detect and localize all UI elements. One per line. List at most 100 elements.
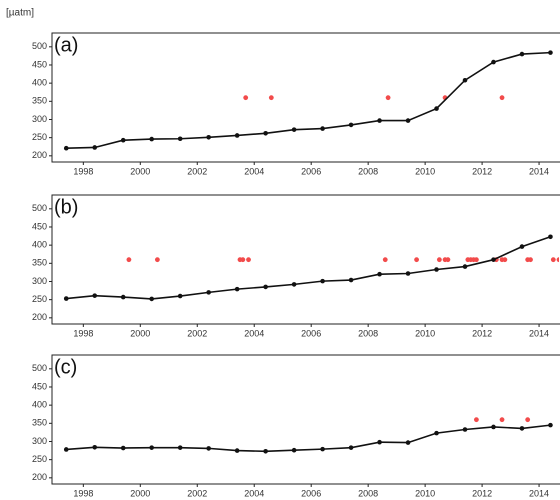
data-point <box>92 145 98 150</box>
data-point <box>120 294 126 300</box>
data-point <box>149 136 154 142</box>
x-tick-label: 2014 <box>529 166 549 176</box>
scatter-point <box>385 95 391 101</box>
x-tick-label: 2004 <box>244 328 264 338</box>
data-point <box>206 446 211 451</box>
y-tick-label: 200 <box>32 472 47 482</box>
x-tick-label: 2012 <box>472 166 492 176</box>
data-point <box>405 440 411 445</box>
scatter-point <box>473 257 479 263</box>
data-line <box>66 236 551 300</box>
scatter-point <box>445 257 451 263</box>
x-tick-label: 2006 <box>301 166 321 176</box>
data-point <box>177 136 183 142</box>
data-point <box>377 439 382 445</box>
x-tick-label: 2008 <box>358 166 378 176</box>
plot-area <box>63 417 553 454</box>
y-tick-label: 500 <box>32 203 47 213</box>
data-point <box>519 426 525 431</box>
data-point <box>177 293 183 299</box>
y-tick-label: 400 <box>32 240 47 250</box>
data-point <box>149 296 154 302</box>
x-tick-label: 2010 <box>415 488 435 498</box>
data-point <box>519 244 525 249</box>
scatter-point <box>268 95 274 101</box>
data-point <box>320 278 325 284</box>
x-tick-label: 2008 <box>358 488 378 498</box>
y-tick-label: 350 <box>32 96 47 106</box>
data-point <box>234 133 240 138</box>
scatter-point <box>126 257 132 263</box>
panel: [µatm] (a) 200 250 300 350 400 450 500 1998 2000 20… <box>6 8 560 176</box>
data-line <box>66 51 551 149</box>
scatter-point <box>382 257 388 263</box>
x-tick-label: 2004 <box>244 488 264 498</box>
data-point <box>234 286 240 292</box>
plot-frame <box>51 32 560 163</box>
data-point <box>405 271 411 276</box>
data-point <box>491 59 496 65</box>
data-point <box>548 234 553 240</box>
data-point <box>291 447 297 453</box>
y-tick-label: 500 <box>32 41 47 51</box>
y-tick-label: 500 <box>32 363 47 373</box>
x-tick-label: 2000 <box>130 488 150 498</box>
y-tick-label: 300 <box>32 436 47 446</box>
y-tick-label: 450 <box>32 221 47 231</box>
data-point <box>263 448 268 454</box>
y-tick-label: 400 <box>32 78 47 88</box>
data-point <box>348 277 354 283</box>
scatter-point <box>243 95 249 101</box>
scatter-point <box>528 257 533 263</box>
data-point <box>405 118 411 123</box>
data-point <box>234 448 240 453</box>
data-point <box>348 445 354 450</box>
data-point <box>92 444 98 450</box>
plot-area <box>63 234 559 302</box>
data-point <box>149 445 154 450</box>
data-point <box>491 424 496 430</box>
data-point <box>548 50 553 55</box>
x-tick-label: 2010 <box>415 328 435 338</box>
scatter-point <box>499 95 505 101</box>
x-tick-label: 2012 <box>472 328 492 338</box>
scatter-point <box>499 417 505 423</box>
data-point <box>92 293 98 298</box>
y-tick-label: 250 <box>32 454 47 464</box>
y-tick-label: 200 <box>32 150 47 160</box>
scatter-point <box>436 257 442 263</box>
y-tick-label: 450 <box>32 381 47 391</box>
x-tick-label: 2002 <box>187 488 207 498</box>
data-point <box>434 106 439 111</box>
y-axis-unit: [µatm] <box>6 8 34 19</box>
y-tick-label: 250 <box>32 132 47 142</box>
data-point <box>291 282 297 287</box>
scatter-point <box>414 257 419 263</box>
x-tick-label: 2006 <box>301 328 321 338</box>
data-point <box>462 77 468 83</box>
data-line <box>66 424 551 453</box>
y-tick-label: 350 <box>32 418 47 428</box>
y-tick-label: 200 <box>32 312 47 322</box>
scatter-point <box>550 257 556 263</box>
scatter-point <box>473 417 479 423</box>
data-point <box>434 267 439 272</box>
x-tick-label: 2002 <box>187 328 207 338</box>
y-tick-label: 250 <box>32 294 47 304</box>
plot-area <box>63 50 553 151</box>
x-tick-label: 2010 <box>415 166 435 176</box>
data-point <box>63 447 69 452</box>
data-point <box>462 427 468 432</box>
data-point <box>462 264 468 269</box>
data-point <box>263 284 268 290</box>
data-point <box>206 134 211 140</box>
panel: (b) 200 250 300 350 400 450 500 1998 2000 2002 2004… <box>32 194 560 338</box>
x-tick-label: 2002 <box>187 166 207 176</box>
panel-title: (a) <box>54 34 78 56</box>
data-point <box>263 130 268 136</box>
data-point <box>377 118 382 123</box>
data-point <box>177 445 183 450</box>
panel-title: (c) <box>54 356 77 378</box>
x-tick-label: 2004 <box>244 166 264 176</box>
